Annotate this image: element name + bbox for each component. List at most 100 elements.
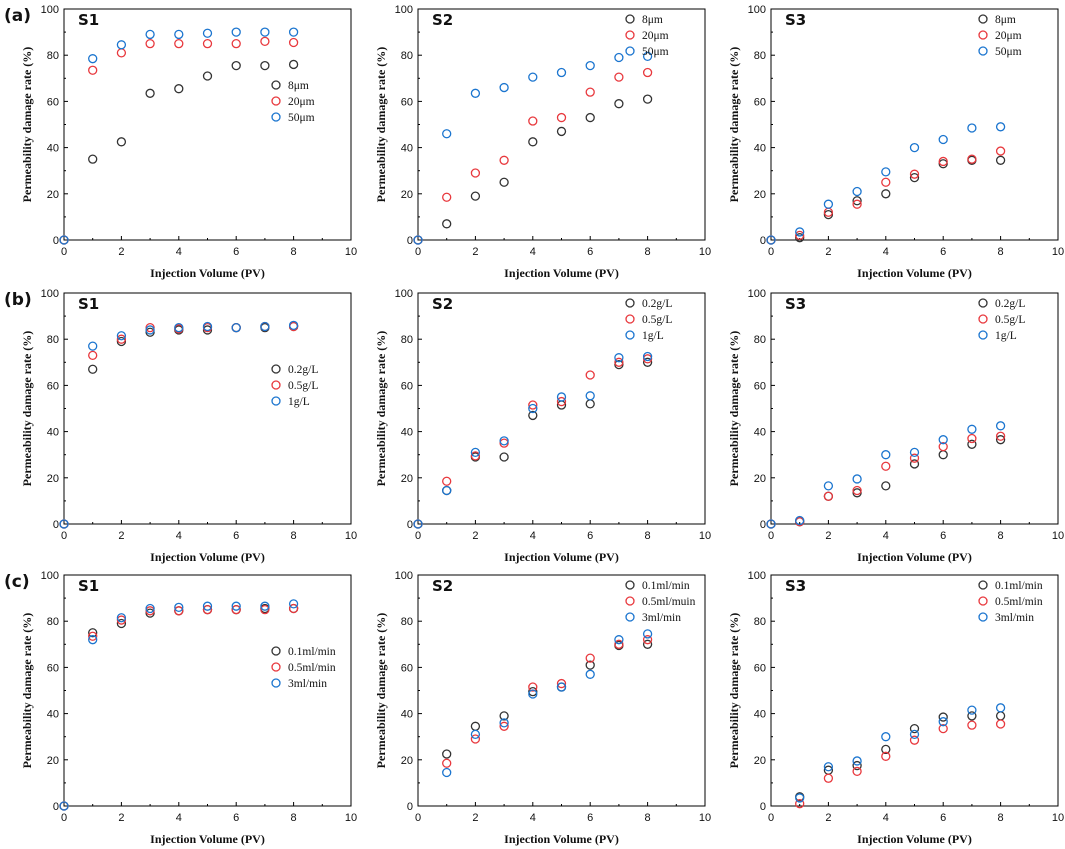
data-point	[642, 51, 653, 62]
data-point	[260, 60, 270, 71]
panel-title: S1	[78, 577, 99, 595]
y-tick-label: 40	[754, 709, 766, 721]
data-point	[528, 689, 538, 699]
x-axis-label: Injection Volume (PV)	[504, 266, 619, 280]
data-point	[585, 370, 595, 380]
data-point	[442, 749, 452, 759]
y-tick-label: 80	[401, 616, 413, 628]
x-tick-label: 8	[645, 812, 651, 824]
data-point	[909, 723, 920, 734]
data-point	[413, 519, 423, 529]
panel-title: S1	[78, 295, 99, 313]
y-axis-label: Permeability damage rate (%)	[20, 613, 34, 769]
data-point	[202, 28, 213, 38]
data-point	[116, 613, 127, 623]
data-point	[442, 192, 452, 202]
series-2	[59, 27, 299, 245]
row-label: (c)	[4, 572, 30, 592]
x-tick-label: 8	[998, 246, 1004, 258]
data-point	[938, 723, 948, 734]
data-point	[909, 459, 920, 469]
data-point	[88, 364, 98, 374]
y-tick-label: 40	[47, 709, 59, 721]
plot-frame	[770, 574, 1059, 807]
legend-marker	[978, 580, 988, 590]
x-tick-label: 2	[825, 812, 831, 824]
data-point	[528, 116, 538, 126]
row-label: (a)	[4, 6, 31, 26]
data-point	[967, 720, 977, 730]
data-point	[528, 682, 538, 692]
data-point	[288, 320, 299, 330]
data-point	[528, 410, 538, 421]
data-point	[59, 519, 69, 529]
x-tick-label: 0	[61, 246, 67, 258]
data-point	[202, 39, 213, 49]
legend-marker	[271, 112, 281, 122]
legend: 8μm 20μm 50μm	[271, 80, 315, 124]
data-point	[116, 137, 127, 147]
data-point	[88, 631, 98, 641]
data-point	[642, 635, 653, 645]
data-point	[642, 629, 653, 639]
y-axis-label: Permeability damage rate (%)	[727, 47, 741, 203]
legend-marker	[271, 678, 281, 688]
legend: 0.2g/L 0.5g/L 1g/L	[625, 298, 672, 342]
y-tick-label: 60	[754, 96, 766, 108]
legend-marker	[271, 646, 281, 656]
data-point	[766, 519, 776, 529]
y-tick-label: 0	[53, 235, 59, 247]
x-tick-label: 0	[61, 812, 67, 824]
legend-label: 50μm	[995, 46, 1022, 58]
data-point	[995, 146, 1006, 156]
legend-marker	[271, 662, 281, 672]
data-point	[585, 60, 595, 71]
legend: 8μm 20μm 50μm	[978, 14, 1022, 58]
y-tick-label: 40	[47, 427, 59, 439]
data-point	[585, 391, 595, 401]
data-point	[614, 72, 624, 82]
y-tick-label: 0	[407, 801, 413, 813]
legend-marker	[271, 80, 281, 90]
data-point	[556, 682, 567, 692]
legend-marker	[271, 396, 281, 406]
legend-marker	[625, 330, 635, 340]
data-point	[642, 639, 653, 649]
data-point	[442, 476, 452, 486]
data-point	[881, 450, 891, 460]
row-label: (b)	[4, 290, 32, 310]
x-tick-label: 2	[118, 246, 124, 258]
data-point	[642, 67, 653, 78]
data-point	[585, 87, 595, 97]
data-point	[260, 321, 270, 332]
data-point	[795, 793, 805, 803]
legend-label: 0.2g/L	[288, 364, 318, 376]
legend-label: 0.1ml/min	[995, 580, 1043, 592]
data-point	[881, 751, 891, 761]
x-tick-label: 0	[61, 530, 67, 542]
legend-label: 20μm	[995, 30, 1022, 42]
series-2	[766, 421, 1006, 529]
y-tick-label: 0	[407, 519, 413, 531]
data-point	[909, 172, 920, 183]
data-point	[470, 734, 481, 744]
data-point	[231, 39, 241, 49]
series-1	[795, 719, 1006, 809]
data-point	[231, 27, 241, 37]
data-point	[766, 235, 776, 245]
legend: 0.1ml/min 0.5ml/muin 3ml/min	[625, 580, 696, 624]
data-point	[909, 169, 920, 179]
y-tick-label: 100	[395, 288, 413, 300]
legend-label: 50μm	[642, 46, 669, 58]
y-tick-label: 80	[47, 50, 59, 62]
panel-title: S2	[432, 295, 453, 313]
y-tick-label: 20	[47, 473, 59, 485]
x-tick-label: 4	[176, 812, 182, 824]
data-point	[995, 719, 1006, 729]
legend-label: 0.5ml/muin	[642, 596, 696, 608]
y-tick-label: 40	[754, 143, 766, 155]
plot-frame	[63, 292, 352, 525]
y-tick-label: 60	[401, 662, 413, 674]
